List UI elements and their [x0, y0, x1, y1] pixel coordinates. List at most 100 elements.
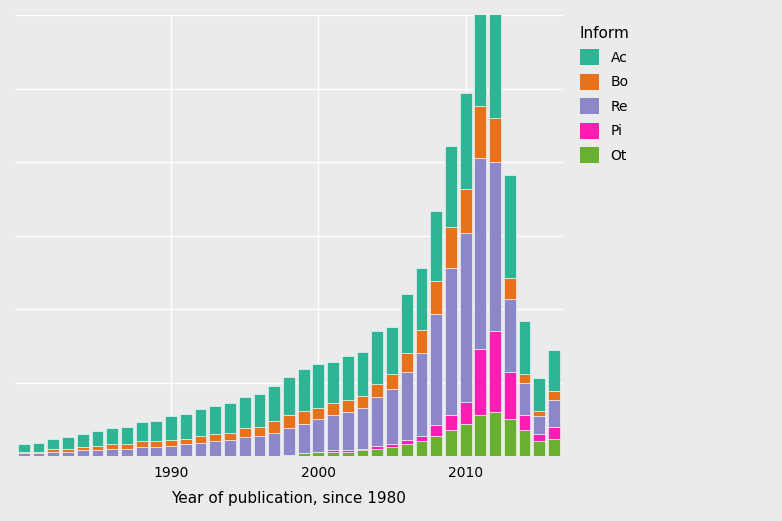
Bar	[106, 449, 118, 456]
Bar	[165, 440, 177, 446]
Bar	[210, 406, 221, 434]
Bar	[253, 427, 265, 436]
Bar	[224, 403, 236, 432]
Bar	[150, 441, 163, 448]
Bar	[386, 444, 398, 448]
Bar	[357, 407, 368, 449]
Bar	[121, 444, 133, 449]
Bar	[91, 446, 103, 450]
Bar	[445, 227, 457, 268]
Bar	[298, 453, 310, 456]
Bar	[490, 118, 501, 162]
Bar	[62, 437, 74, 449]
Bar	[518, 374, 530, 382]
Bar	[518, 430, 530, 456]
Bar	[475, 415, 486, 456]
Bar	[180, 444, 192, 456]
Bar	[504, 299, 515, 373]
Bar	[548, 391, 560, 400]
Bar	[77, 434, 88, 448]
Bar	[180, 439, 192, 444]
Bar	[490, 331, 501, 412]
Bar	[195, 443, 206, 456]
Bar	[48, 452, 59, 456]
Bar	[327, 452, 339, 456]
Bar	[386, 327, 398, 374]
Bar	[460, 424, 472, 456]
Bar	[490, 162, 501, 331]
Bar	[386, 374, 398, 389]
Bar	[357, 450, 368, 456]
Bar	[121, 427, 133, 444]
Bar	[533, 378, 545, 411]
Bar	[533, 434, 545, 441]
Bar	[195, 436, 206, 443]
Bar	[533, 416, 545, 434]
Bar	[548, 439, 560, 456]
Bar	[386, 448, 398, 456]
Bar	[165, 446, 177, 456]
Bar	[415, 268, 427, 330]
Bar	[268, 432, 280, 456]
Bar	[342, 412, 353, 450]
Bar	[33, 443, 45, 452]
Bar	[283, 428, 295, 455]
Bar	[180, 414, 192, 439]
Bar	[504, 278, 515, 299]
Bar	[415, 441, 427, 456]
Bar	[313, 419, 325, 452]
Bar	[533, 411, 545, 416]
Bar	[371, 398, 383, 446]
Bar	[239, 398, 251, 428]
Bar	[18, 453, 30, 456]
Bar	[401, 444, 413, 456]
Bar	[386, 389, 398, 444]
Bar	[518, 415, 530, 430]
Bar	[518, 382, 530, 415]
Bar	[313, 407, 325, 419]
Bar	[475, 158, 486, 349]
Bar	[430, 210, 442, 281]
Bar	[445, 268, 457, 415]
Bar	[298, 424, 310, 453]
Bar	[136, 448, 148, 456]
Bar	[62, 452, 74, 456]
Bar	[150, 421, 163, 441]
Bar	[342, 400, 353, 412]
Bar	[121, 449, 133, 456]
Bar	[415, 353, 427, 436]
Bar	[283, 455, 295, 456]
Bar	[150, 448, 163, 456]
Bar	[327, 450, 339, 452]
Bar	[371, 331, 383, 384]
Bar	[210, 434, 221, 441]
Bar	[445, 146, 457, 227]
Bar	[136, 441, 148, 448]
X-axis label: Year of publication, since 1980: Year of publication, since 1980	[171, 491, 407, 506]
Bar	[327, 362, 339, 403]
Bar	[401, 373, 413, 440]
Bar	[239, 437, 251, 456]
Bar	[357, 449, 368, 450]
Bar	[342, 452, 353, 456]
Bar	[253, 436, 265, 456]
Bar	[298, 411, 310, 424]
Legend: Ac, Bo, Re, Pi, Ot: Ac, Bo, Re, Pi, Ot	[576, 22, 633, 167]
Bar	[415, 436, 427, 441]
Bar	[136, 423, 148, 441]
Bar	[357, 396, 368, 407]
Bar	[313, 452, 325, 456]
Bar	[460, 233, 472, 402]
Bar	[268, 386, 280, 421]
Bar	[91, 450, 103, 456]
Bar	[475, 106, 486, 158]
Bar	[342, 450, 353, 452]
Bar	[430, 425, 442, 436]
Bar	[77, 450, 88, 456]
Bar	[91, 431, 103, 446]
Bar	[239, 428, 251, 437]
Bar	[548, 400, 560, 427]
Bar	[357, 352, 368, 396]
Bar	[371, 449, 383, 456]
Bar	[224, 432, 236, 440]
